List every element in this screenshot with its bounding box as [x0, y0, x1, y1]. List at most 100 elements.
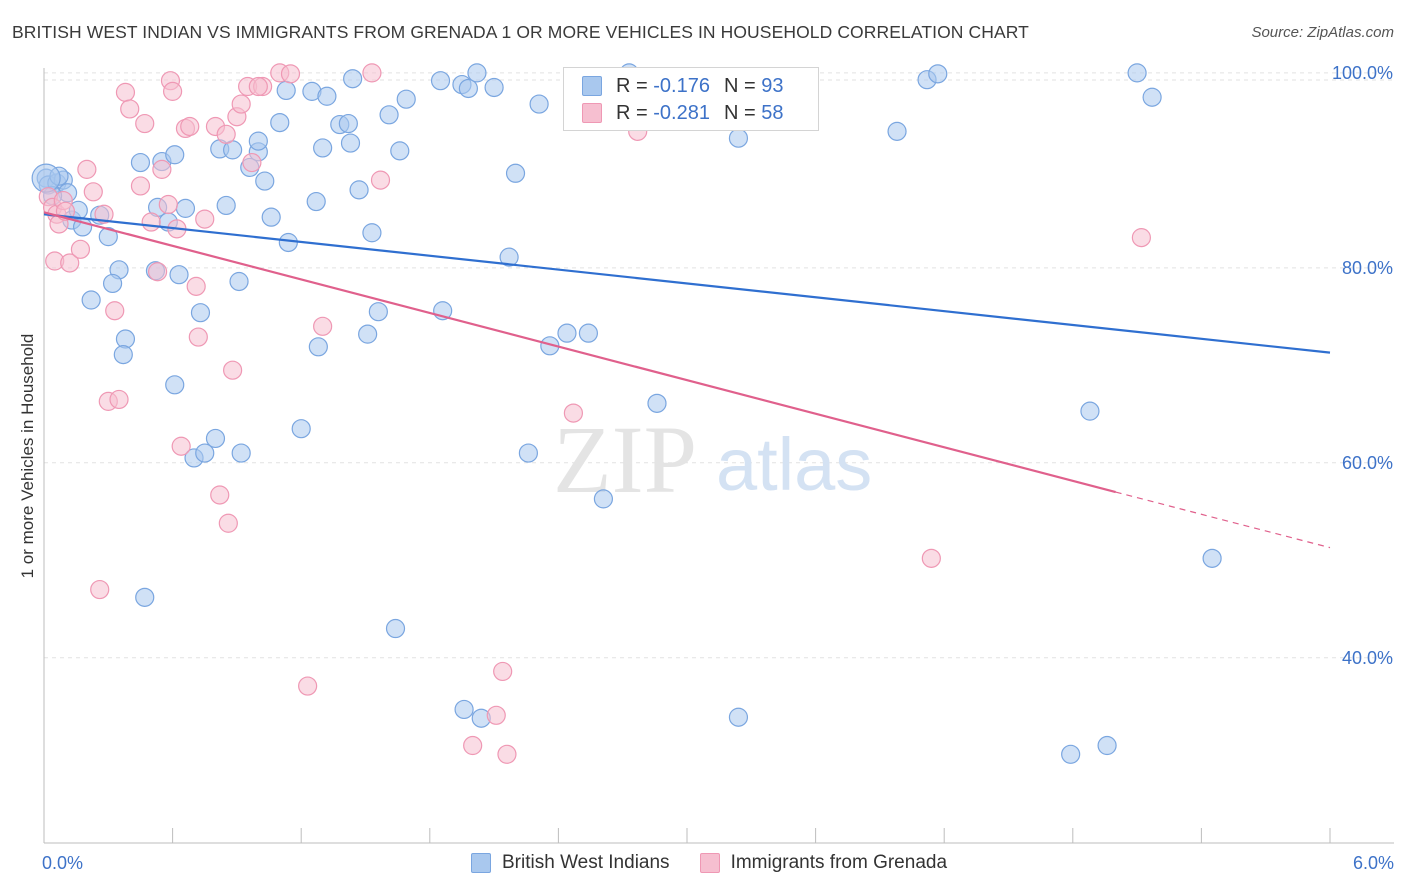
legend-r-value: -0.176	[653, 74, 710, 97]
data-point	[147, 262, 168, 282]
data-point	[70, 239, 91, 259]
data-point	[349, 180, 369, 200]
data-point	[1080, 401, 1100, 421]
legend-label-british-west-indians: British West Indians	[502, 852, 670, 873]
x-ticks	[43, 828, 1331, 843]
data-point	[385, 618, 406, 639]
data-point	[563, 403, 584, 423]
y-axis-label: 1 or more Vehicles in Household	[18, 334, 37, 579]
legend-item-british-west-indians: British West Indians	[471, 852, 670, 874]
data-point	[1142, 87, 1162, 107]
data-point	[430, 71, 451, 91]
data-point	[486, 705, 506, 725]
legend-swatch-blue	[471, 853, 491, 873]
data-point	[578, 323, 599, 343]
data-point	[557, 323, 577, 343]
data-point	[368, 302, 388, 322]
data-point	[463, 735, 483, 756]
data-point	[169, 265, 189, 285]
data-point	[186, 276, 206, 296]
data-point	[158, 194, 178, 215]
data-point	[270, 112, 290, 133]
data-point	[261, 207, 281, 227]
data-point	[1127, 63, 1147, 83]
data-point	[529, 94, 549, 114]
data-point	[370, 170, 391, 190]
data-point	[141, 212, 161, 232]
data-point	[493, 661, 513, 682]
data-point	[248, 76, 268, 97]
data-point	[928, 64, 948, 84]
watermark-zip: ZIP	[553, 406, 697, 513]
legend-swatch-pink	[699, 853, 720, 873]
data-point	[340, 133, 361, 153]
data-point	[90, 579, 110, 600]
data-point	[728, 707, 749, 727]
data-point	[467, 63, 487, 83]
data-point	[306, 191, 326, 212]
data-point	[458, 78, 478, 99]
data-point	[216, 124, 236, 144]
data-point	[113, 345, 133, 365]
data-point	[647, 393, 667, 413]
data-point	[313, 316, 333, 336]
data-point	[223, 360, 243, 380]
data-point	[60, 253, 80, 273]
trend-line-pink-dashed	[1115, 491, 1331, 549]
data-point	[165, 145, 185, 165]
data-point	[921, 548, 941, 568]
legend-r-value: -0.281	[653, 101, 710, 124]
data-point	[1202, 548, 1222, 568]
stats-legend: R = -0.176 N = 93 R = -0.281 N = 58	[563, 67, 819, 131]
data-point	[362, 223, 382, 243]
legend-swatch-blue	[582, 76, 602, 96]
x-tick-label-max: 6.0%	[1353, 853, 1394, 873]
y-tick-label: 100.0%	[1332, 63, 1393, 83]
data-point	[390, 141, 410, 161]
data-point	[278, 232, 298, 253]
data-point	[188, 327, 208, 347]
y-tick-labels: 40.0% 60.0% 80.0% 100.0%	[1332, 63, 1393, 668]
data-point	[163, 81, 183, 101]
data-point	[205, 428, 226, 449]
trend-lines	[43, 211, 1331, 549]
data-point	[887, 121, 907, 141]
data-point	[130, 176, 151, 196]
legend-n-value: 93	[761, 74, 784, 97]
data-point	[1097, 735, 1117, 756]
data-point	[105, 301, 125, 321]
legend-row-pink: R = -0.281 N = 58	[582, 101, 783, 125]
data-point	[231, 443, 251, 463]
data-point	[505, 163, 526, 183]
data-point	[180, 116, 200, 137]
legend-n-value: 58	[761, 101, 784, 124]
data-point	[218, 513, 238, 533]
data-point	[242, 152, 262, 173]
data-point	[499, 247, 519, 267]
x-tick-label-min: 0.0%	[42, 853, 83, 873]
legend-swatch-pink	[582, 103, 602, 123]
data-point	[229, 271, 249, 292]
data-point	[248, 131, 268, 151]
data-point	[379, 105, 399, 125]
data-point	[497, 744, 517, 764]
data-point	[120, 99, 140, 119]
y-tick-label: 40.0%	[1342, 648, 1393, 668]
watermark-atlas: atlas	[716, 423, 872, 506]
data-point	[1061, 744, 1081, 764]
data-point	[255, 171, 275, 191]
legend-item-grenada: Immigrants from Grenada	[699, 852, 947, 874]
data-point	[317, 86, 337, 106]
chart-title: BRITISH WEST INDIAN VS IMMIGRANTS FROM G…	[12, 22, 1029, 42]
trend-line-blue	[43, 213, 1331, 354]
data-point	[518, 443, 538, 463]
data-point	[98, 227, 118, 247]
data-point	[135, 587, 155, 607]
data-point	[109, 389, 129, 410]
legend-n-label: N =	[723, 101, 756, 124]
data-point	[728, 128, 749, 148]
data-point	[291, 419, 311, 439]
data-point	[165, 375, 185, 395]
data-point	[280, 64, 301, 84]
data-point	[593, 489, 614, 509]
